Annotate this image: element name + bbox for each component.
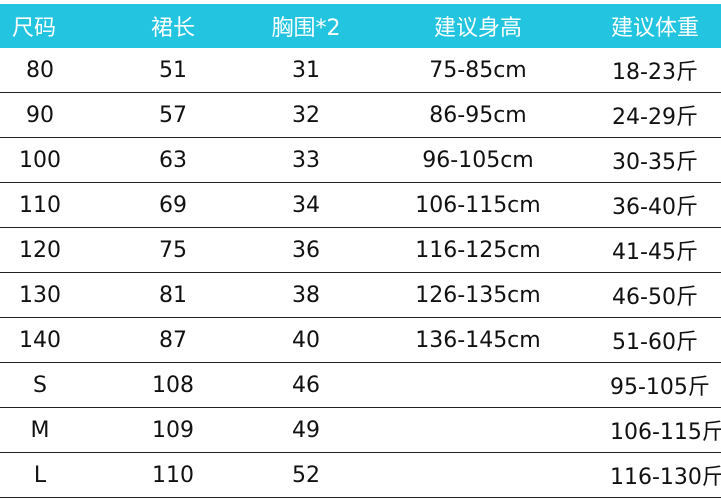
cell-weight: 51-60斤 bbox=[612, 330, 698, 355]
cell-size: 130 bbox=[19, 282, 61, 308]
cell-bust: 38 bbox=[292, 282, 320, 308]
cell-bust: 31 bbox=[292, 57, 320, 83]
table-row: 80 51 31 75-85cm 18-23斤 bbox=[0, 48, 721, 93]
cell-height: 116-125cm bbox=[415, 237, 541, 263]
cell-size: S bbox=[33, 372, 47, 398]
table-row: 110 69 34 106-115cm 36-40斤 bbox=[0, 183, 721, 228]
cell-bust: 49 bbox=[292, 417, 320, 443]
cell-skirt-length: 87 bbox=[159, 327, 187, 353]
header-bust: 胸围*2 bbox=[271, 16, 341, 41]
cell-size: 80 bbox=[26, 57, 54, 83]
cell-size: 90 bbox=[26, 102, 54, 128]
cell-bust: 40 bbox=[292, 327, 320, 353]
cell-height: 136-145cm bbox=[415, 327, 541, 353]
table-row: M 109 49 106-115斤 bbox=[0, 408, 721, 453]
header-size: 尺码 bbox=[12, 16, 57, 41]
cell-height: 126-135cm bbox=[415, 282, 541, 308]
cell-height: 86-95cm bbox=[429, 102, 527, 128]
header-height: 建议身高 bbox=[433, 16, 522, 41]
cell-height: 96-105cm bbox=[422, 147, 534, 173]
table-row: 90 57 32 86-95cm 24-29斤 bbox=[0, 93, 721, 138]
table-row: S 108 46 95-105斤 bbox=[0, 363, 721, 408]
cell-size: 110 bbox=[19, 192, 61, 218]
table-row: 120 75 36 116-125cm 41-45斤 bbox=[0, 228, 721, 273]
cell-size: 120 bbox=[19, 237, 61, 263]
cell-skirt-length: 81 bbox=[159, 282, 187, 308]
cell-height: 75-85cm bbox=[429, 57, 527, 83]
cell-size: M bbox=[30, 417, 50, 443]
cell-size: 100 bbox=[19, 147, 61, 173]
table-row: 130 81 38 126-135cm 46-50斤 bbox=[0, 273, 721, 318]
cell-size: 140 bbox=[19, 327, 61, 353]
cell-weight: 30-35斤 bbox=[612, 150, 698, 175]
cell-skirt-length: 57 bbox=[159, 102, 187, 128]
cell-skirt-length: 75 bbox=[159, 237, 187, 263]
table-row: L 110 52 116-130斤 bbox=[0, 453, 721, 498]
cell-weight: 18-23斤 bbox=[612, 60, 698, 85]
table-header: 尺码 裙长 胸围*2 建议身高 建议体重 bbox=[0, 4, 721, 48]
cell-skirt-length: 108 bbox=[152, 372, 194, 398]
cell-weight: 41-45斤 bbox=[612, 240, 698, 265]
cell-weight: 24-29斤 bbox=[612, 105, 698, 130]
cell-weight: 46-50斤 bbox=[612, 285, 698, 310]
cell-bust: 33 bbox=[292, 147, 320, 173]
table-row: 140 87 40 136-145cm 51-60斤 bbox=[0, 318, 721, 363]
cell-skirt-length: 63 bbox=[159, 147, 187, 173]
cell-bust: 36 bbox=[292, 237, 320, 263]
header-weight: 建议体重 bbox=[610, 16, 699, 41]
cell-weight: 116-130斤 bbox=[610, 465, 721, 490]
cell-skirt-length: 51 bbox=[159, 57, 187, 83]
cell-size: L bbox=[33, 462, 47, 488]
cell-bust: 32 bbox=[292, 102, 320, 128]
header-skirt-length: 裙长 bbox=[150, 16, 195, 41]
cell-skirt-length: 69 bbox=[159, 192, 187, 218]
cell-bust: 46 bbox=[292, 372, 320, 398]
size-chart-table: 尺码 裙长 胸围*2 建议身高 建议体重 80 51 31 75-85cm 18-23斤… bbox=[0, 4, 721, 498]
cell-skirt-length: 109 bbox=[152, 417, 194, 443]
cell-skirt-length: 110 bbox=[152, 462, 194, 488]
cell-weight: 36-40斤 bbox=[612, 195, 698, 220]
cell-weight: 95-105斤 bbox=[610, 375, 710, 400]
table-row: 100 63 33 96-105cm 30-35斤 bbox=[0, 138, 721, 183]
cell-bust: 52 bbox=[292, 462, 320, 488]
cell-weight: 106-115斤 bbox=[610, 420, 721, 445]
cell-height: 106-115cm bbox=[415, 192, 541, 218]
cell-bust: 34 bbox=[292, 192, 320, 218]
